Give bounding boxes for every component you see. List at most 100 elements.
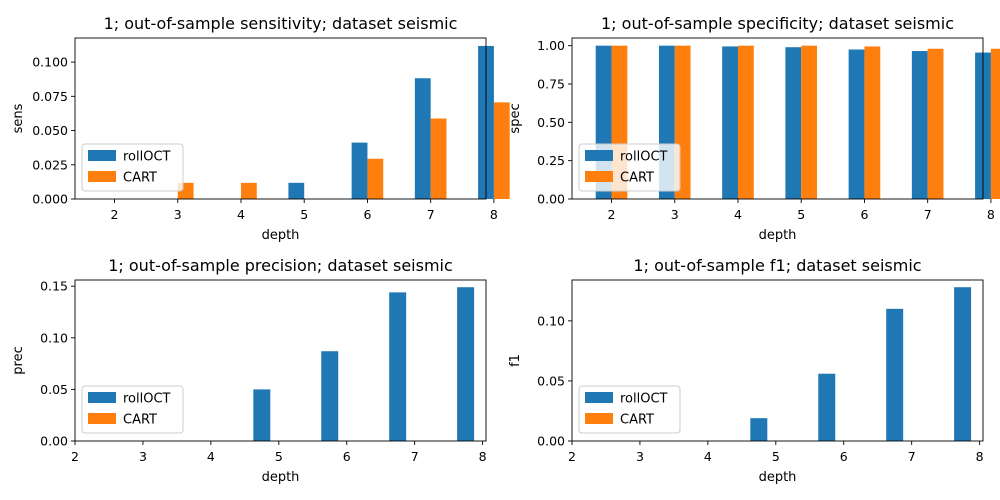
legend-swatch-CART xyxy=(585,413,613,424)
y-tick-label: 0.25 xyxy=(537,153,565,168)
y-tick-label: 0.00 xyxy=(537,192,565,207)
x-tick-label: 5 xyxy=(772,449,780,464)
legend: rollOCT CART xyxy=(578,143,681,192)
x-tick-label: 2 xyxy=(111,207,119,222)
x-tick-label: 8 xyxy=(490,207,498,222)
bar-rollOCT-5 xyxy=(785,47,802,200)
y-tick-label: 0.05 xyxy=(537,373,565,388)
bar-rollOCT-3 xyxy=(457,287,475,441)
bar-CART-4 xyxy=(240,182,257,199)
legend-swatch-rollOCT xyxy=(88,392,116,403)
chart-panel-4: 1; out-of-sample f1; dataset seismic dept… xyxy=(508,256,984,485)
x-tick-label: 4 xyxy=(734,207,742,222)
legend-swatch-rollOCT xyxy=(585,392,613,403)
x-tick-label: 6 xyxy=(363,207,371,222)
bar-rollOCT-3 xyxy=(954,287,972,441)
legend: rollOCT CART xyxy=(81,385,184,434)
bar-CART-7 xyxy=(927,48,944,199)
y-tick-label: 0.050 xyxy=(32,123,68,138)
bar-CART-5 xyxy=(801,45,818,199)
legend-label: CART xyxy=(123,171,157,186)
y-tick-label: 0.00 xyxy=(537,434,565,449)
chart-panel-1: 1; out-of-sample sensitivity; dataset se… xyxy=(11,14,510,243)
x-tick-label: 3 xyxy=(636,449,644,464)
x-tick-label: 5 xyxy=(275,449,283,464)
x-tick-label: 7 xyxy=(427,207,435,222)
bar-CART-6 xyxy=(367,158,384,199)
x-tick-label: 3 xyxy=(671,207,679,222)
bar-rollOCT-7 xyxy=(911,51,928,200)
chart-panel-3: 1; out-of-sample precision; dataset seis… xyxy=(11,256,487,485)
x-tick-label: 2 xyxy=(71,449,79,464)
y-tick-label: 0.50 xyxy=(537,115,565,130)
legend-swatch-CART xyxy=(585,171,613,182)
y-tick-label: 0.10 xyxy=(537,313,565,328)
legend: rollOCT CART xyxy=(81,143,184,192)
legend-label: rollOCT xyxy=(620,150,668,165)
x-tick-label: 2 xyxy=(568,449,576,464)
chart-title: 1; out-of-sample precision; dataset seis… xyxy=(108,256,453,275)
bar-rollOCT-6 xyxy=(848,49,865,199)
bar-rollOCT-2 xyxy=(389,292,407,441)
y-tick-label: 0.75 xyxy=(537,77,565,92)
axes-frame xyxy=(571,37,984,200)
x-axis-label: depth xyxy=(759,470,797,485)
legend-label: rollOCT xyxy=(123,392,171,407)
legend-swatch-rollOCT xyxy=(585,150,613,161)
y-tick-label: 0.15 xyxy=(40,279,68,294)
bar-CART-4 xyxy=(737,45,754,199)
y-axis-label: f1 xyxy=(508,354,523,367)
y-tick-label: 0.00 xyxy=(40,434,68,449)
legend-label: CART xyxy=(620,413,654,428)
x-tick-label: 4 xyxy=(704,449,712,464)
bar-CART-8 xyxy=(493,102,510,199)
legend-label: rollOCT xyxy=(123,150,171,165)
x-tick-label: 7 xyxy=(924,207,932,222)
x-tick-label: 4 xyxy=(237,207,245,222)
x-tick-label: 6 xyxy=(343,449,351,464)
x-tick-label: 7 xyxy=(411,449,419,464)
chart-title: 1; out-of-sample specificity; dataset se… xyxy=(601,14,954,33)
y-axis-label: sens xyxy=(11,103,26,133)
bar-rollOCT-6 xyxy=(351,142,368,199)
bar-CART-6 xyxy=(864,46,881,199)
chart-title: 1; out-of-sample f1; dataset seismic xyxy=(633,256,921,275)
x-tick-label: 3 xyxy=(139,449,147,464)
x-tick-label: 6 xyxy=(840,449,848,464)
y-axis-label: prec xyxy=(11,346,26,374)
y-tick-label: 1.00 xyxy=(537,38,565,53)
bar-rollOCT-0 xyxy=(253,389,271,441)
bar-rollOCT-2 xyxy=(886,308,904,441)
bar-rollOCT-5 xyxy=(288,182,305,199)
y-tick-label: 0.10 xyxy=(40,330,68,345)
bar-rollOCT-7 xyxy=(414,78,431,199)
legend-swatch-CART xyxy=(88,171,116,182)
bar-rollOCT-1 xyxy=(321,351,339,441)
y-tick-label: 0.05 xyxy=(40,382,68,397)
x-tick-label: 8 xyxy=(976,449,984,464)
x-axis-label: depth xyxy=(759,228,797,243)
x-tick-label: 2 xyxy=(608,207,616,222)
x-tick-label: 6 xyxy=(860,207,868,222)
axes-frame xyxy=(74,279,487,442)
legend-label: CART xyxy=(123,413,157,428)
x-tick-label: 7 xyxy=(908,449,916,464)
bar-CART-7 xyxy=(430,118,447,199)
axes-frame xyxy=(74,37,487,200)
bar-rollOCT-4 xyxy=(722,46,738,199)
y-tick-label: 0.075 xyxy=(32,89,68,104)
y-tick-label: 0.000 xyxy=(32,192,68,207)
x-axis-label: depth xyxy=(262,228,300,243)
x-tick-label: 3 xyxy=(174,207,182,222)
x-tick-label: 8 xyxy=(987,207,995,222)
chart-title: 1; out-of-sample sensitivity; dataset se… xyxy=(104,14,458,33)
x-tick-label: 5 xyxy=(300,207,308,222)
axes-frame xyxy=(571,279,984,442)
x-tick-label: 5 xyxy=(797,207,805,222)
chart-panel-2: 1; out-of-sample specificity; dataset se… xyxy=(508,14,1000,243)
x-axis-label: depth xyxy=(262,470,300,485)
legend-label: CART xyxy=(620,171,654,186)
legend-swatch-rollOCT xyxy=(88,150,116,161)
bar-rollOCT-1 xyxy=(818,373,836,441)
